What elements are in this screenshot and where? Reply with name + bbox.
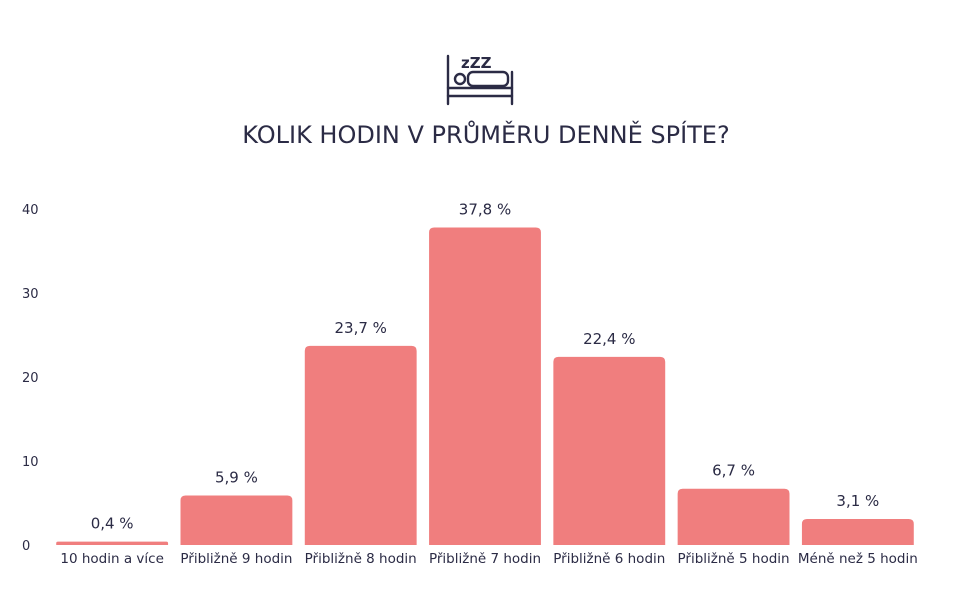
y-axis: 0 10 20 30 40 <box>22 203 39 554</box>
bars <box>56 227 914 546</box>
zzz-text: zZZ <box>461 54 492 72</box>
bar <box>429 227 541 546</box>
y-tick-label: 40 <box>22 203 39 218</box>
data-label: 0,4 % <box>91 515 134 533</box>
y-tick-label: 0 <box>22 539 30 554</box>
x-category-label: Přibližně 6 hodin <box>553 551 665 567</box>
y-tick-label: 30 <box>22 287 39 302</box>
bar <box>180 495 293 545</box>
sleeping-bed-icon <box>446 54 514 106</box>
y-tick-label: 10 <box>22 455 39 470</box>
bar <box>553 356 666 545</box>
chart-title: KOLIK HODIN V PRŮMĚRU DENNĚ SPÍTE? <box>242 119 729 149</box>
bar <box>304 345 417 545</box>
data-label: 22,4 % <box>583 330 635 348</box>
bar <box>801 518 914 545</box>
data-labels: 0,4 % 5,9 % 23,7 % 37,8 % 22,4 % 6,7 % 3,1 % <box>91 200 880 532</box>
x-category-label: Přibližně 8 hodin <box>305 551 417 567</box>
x-category-label: 10 hodin a více <box>60 551 164 567</box>
data-label: 37,8 % <box>459 200 511 218</box>
bar <box>677 488 790 545</box>
x-axis: 10 hodin a více Přibližně 9 hodin Přibližn… <box>60 551 917 567</box>
x-category-label: Přibližně 9 hodin <box>180 551 292 567</box>
data-label: 5,9 % <box>215 468 258 486</box>
x-category-label: Přibližně 7 hodin <box>429 551 541 567</box>
data-label: 6,7 % <box>712 462 755 480</box>
x-category-label: Přibližně 5 hodin <box>678 551 790 567</box>
data-label: 3,1 % <box>836 492 879 510</box>
x-category-label: Méně než 5 hodin <box>798 551 918 567</box>
data-label: 23,7 % <box>335 319 387 337</box>
y-tick-label: 20 <box>22 371 39 386</box>
bar <box>56 541 169 545</box>
